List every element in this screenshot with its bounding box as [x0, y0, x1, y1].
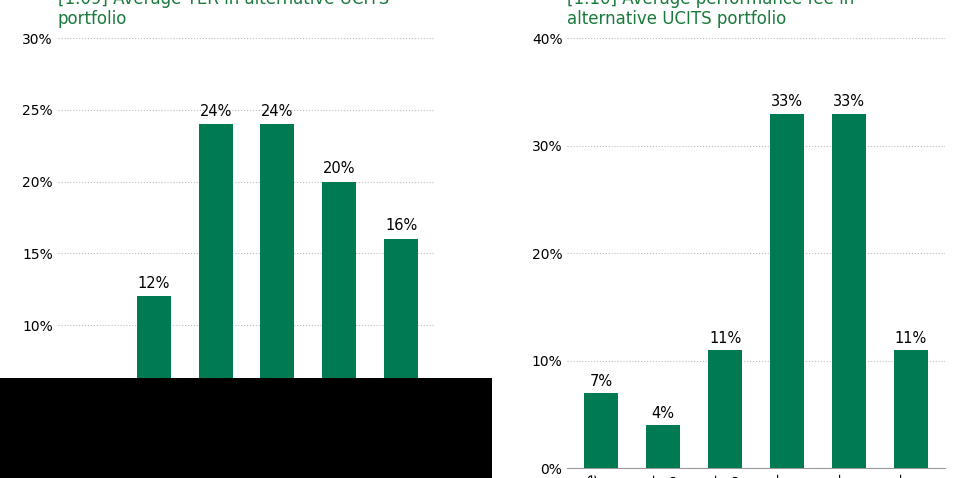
- Text: 4%: 4%: [652, 406, 675, 421]
- Text: 7%: 7%: [590, 374, 613, 389]
- Bar: [75, 411, 109, 468]
- Text: 33%: 33%: [833, 94, 865, 109]
- Bar: [832, 114, 866, 468]
- Bar: [770, 114, 804, 468]
- Text: 24%: 24%: [261, 104, 294, 119]
- Bar: [384, 239, 418, 468]
- Text: [1.09] Average TER in alternative UCITS
portfolio: [1.09] Average TER in alternative UCITS …: [58, 0, 388, 28]
- Text: 4%: 4%: [81, 391, 103, 405]
- Text: 20%: 20%: [323, 161, 356, 176]
- Text: 16%: 16%: [385, 218, 417, 233]
- Text: 11%: 11%: [895, 331, 926, 346]
- Bar: [260, 124, 294, 468]
- Bar: [322, 182, 357, 468]
- Bar: [584, 393, 619, 468]
- Text: [1.10] Average performance fee in
alternative UCITS portfolio: [1.10] Average performance fee in altern…: [568, 0, 854, 28]
- Bar: [137, 296, 171, 468]
- Bar: [894, 350, 927, 468]
- Bar: [199, 124, 232, 468]
- Text: 11%: 11%: [709, 331, 741, 346]
- Bar: [709, 350, 742, 468]
- Text: 33%: 33%: [771, 94, 803, 109]
- Bar: [646, 425, 681, 468]
- Text: 24%: 24%: [200, 104, 231, 119]
- Text: 12%: 12%: [138, 276, 170, 291]
